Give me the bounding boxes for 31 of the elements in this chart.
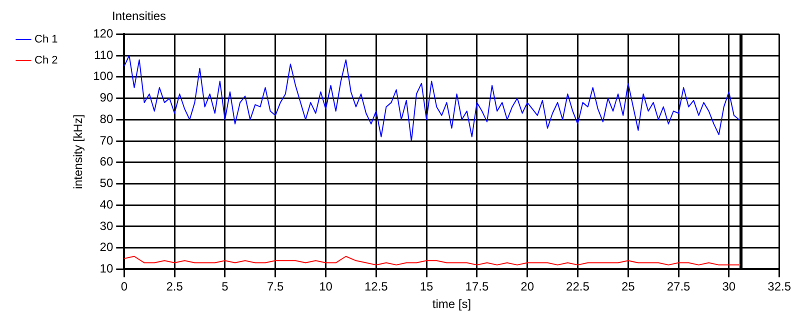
x-tick-label: 10 bbox=[319, 280, 333, 294]
x-tick-label: 20 bbox=[520, 280, 534, 294]
x-tick-label: 32.5 bbox=[768, 280, 792, 294]
x-tick-label: 5 bbox=[222, 280, 229, 294]
y-tick-label: 80 bbox=[100, 112, 114, 126]
legend-label: Ch 2 bbox=[34, 54, 58, 67]
x-axis-title: time [s] bbox=[432, 297, 472, 312]
x-tick-label: 25 bbox=[621, 280, 636, 294]
y-tick-label: 120 bbox=[93, 26, 114, 41]
y-tick-label: 20 bbox=[100, 240, 114, 254]
x-tick-label: 17.5 bbox=[465, 280, 489, 294]
y-axis-title: intensity [kHz] bbox=[71, 114, 86, 190]
x-tick-label: 2.5 bbox=[166, 280, 184, 294]
y-tick-label: 30 bbox=[100, 218, 114, 233]
x-tick-label: 27.5 bbox=[666, 280, 691, 294]
y-tick-label: 40 bbox=[100, 197, 114, 212]
y-tick-label: 70 bbox=[100, 133, 114, 148]
chart-title: Intensities bbox=[111, 8, 168, 24]
x-tick-label: 0 bbox=[120, 280, 128, 294]
x-tick-label: 7.5 bbox=[267, 280, 284, 294]
legend-label: Ch 1 bbox=[34, 34, 58, 46]
x-tick-label: 22.5 bbox=[566, 280, 590, 294]
y-tick-label: 100 bbox=[93, 69, 114, 84]
y-tick-label: 60 bbox=[100, 154, 114, 169]
y-tick-label: 90 bbox=[100, 90, 114, 105]
x-tick-label: 12.5 bbox=[364, 280, 388, 294]
y-tick-label: 10 bbox=[100, 262, 114, 276]
y-tick-label: 50 bbox=[100, 176, 114, 190]
x-tick-label: 15 bbox=[420, 280, 434, 294]
y-tick-label: 110 bbox=[94, 48, 114, 62]
x-tick-label: 30 bbox=[722, 280, 736, 294]
